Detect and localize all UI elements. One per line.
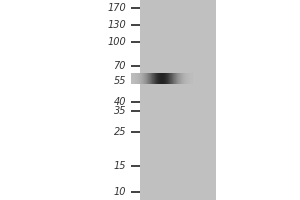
Bar bbox=[188, 73, 189, 84]
Bar bbox=[143, 73, 144, 84]
Bar bbox=[161, 73, 162, 84]
Bar bbox=[144, 73, 145, 84]
Bar bbox=[149, 73, 150, 84]
Bar bbox=[185, 73, 186, 84]
Bar bbox=[179, 73, 180, 84]
Bar bbox=[170, 73, 171, 84]
Bar bbox=[137, 73, 138, 84]
Bar bbox=[140, 73, 141, 84]
Bar bbox=[159, 73, 160, 84]
Text: 100: 100 bbox=[107, 37, 126, 47]
Bar bbox=[152, 73, 153, 84]
Bar bbox=[134, 73, 135, 84]
Text: 70: 70 bbox=[113, 61, 126, 71]
Bar bbox=[138, 73, 139, 84]
Bar bbox=[184, 73, 185, 84]
Bar bbox=[178, 73, 179, 84]
Bar bbox=[181, 73, 182, 84]
Bar bbox=[141, 73, 142, 84]
Bar bbox=[154, 73, 155, 84]
Text: 130: 130 bbox=[107, 20, 126, 30]
Bar bbox=[166, 73, 167, 84]
Bar bbox=[172, 73, 173, 84]
Bar bbox=[133, 73, 134, 84]
Bar bbox=[132, 73, 133, 84]
Bar bbox=[183, 73, 184, 84]
Bar bbox=[176, 73, 177, 84]
Bar bbox=[191, 73, 192, 84]
Bar bbox=[142, 73, 143, 84]
Text: 170: 170 bbox=[107, 3, 126, 13]
Bar bbox=[157, 73, 158, 84]
Bar bbox=[168, 73, 169, 84]
Bar bbox=[186, 73, 187, 84]
Bar bbox=[162, 73, 163, 84]
Bar bbox=[190, 73, 191, 84]
Bar bbox=[187, 73, 188, 84]
Bar bbox=[180, 73, 181, 84]
Bar bbox=[160, 73, 161, 84]
Bar bbox=[155, 73, 156, 84]
Bar bbox=[145, 73, 146, 84]
Bar bbox=[164, 73, 165, 84]
Bar bbox=[146, 73, 147, 84]
Text: 55: 55 bbox=[113, 76, 126, 86]
Bar bbox=[153, 73, 154, 84]
Bar bbox=[131, 73, 132, 84]
Text: 40: 40 bbox=[113, 97, 126, 107]
Bar bbox=[173, 73, 174, 84]
Bar bbox=[167, 73, 168, 84]
Bar bbox=[136, 73, 137, 84]
Bar bbox=[154, 73, 155, 84]
Bar bbox=[135, 73, 136, 84]
Bar bbox=[151, 73, 152, 84]
Bar bbox=[189, 73, 190, 84]
Bar bbox=[148, 73, 149, 84]
Text: 35: 35 bbox=[113, 106, 126, 116]
Text: 15: 15 bbox=[113, 161, 126, 171]
Bar bbox=[163, 73, 164, 84]
Bar bbox=[171, 73, 172, 84]
Text: 10: 10 bbox=[113, 187, 126, 197]
Bar bbox=[165, 73, 166, 84]
Bar bbox=[169, 73, 170, 84]
Bar bbox=[158, 73, 159, 84]
Bar bbox=[177, 73, 178, 84]
Bar bbox=[136, 73, 137, 84]
Bar bbox=[192, 73, 193, 84]
Bar bbox=[174, 73, 175, 84]
Bar bbox=[175, 73, 176, 84]
Bar bbox=[156, 73, 157, 84]
Bar bbox=[150, 73, 151, 84]
Bar bbox=[140, 0, 216, 200]
Text: 25: 25 bbox=[113, 127, 126, 137]
Bar bbox=[139, 73, 140, 84]
Bar bbox=[147, 73, 148, 84]
Bar bbox=[182, 73, 183, 84]
